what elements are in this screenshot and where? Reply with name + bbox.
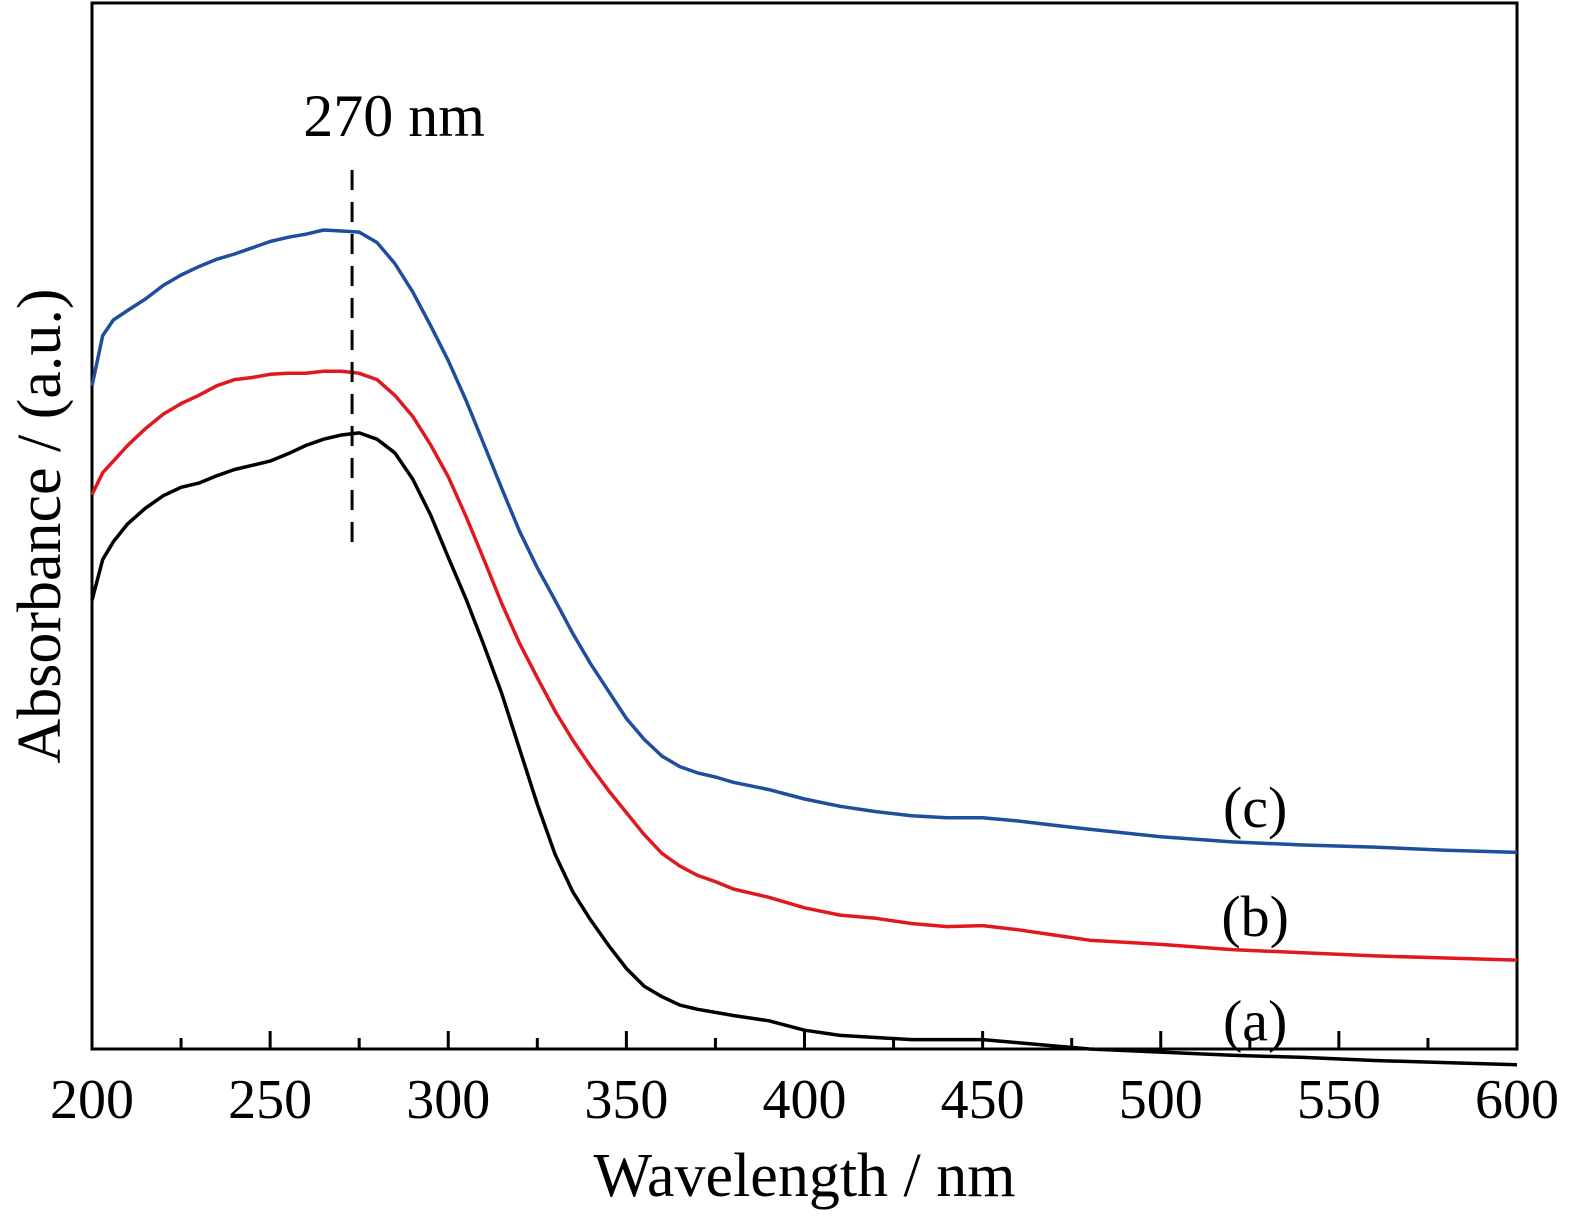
x-axis-title: Wavelength / nm bbox=[593, 1142, 1015, 1210]
curve-labels: (a) (b) (c) bbox=[1221, 775, 1289, 1053]
absorbance-curve-b bbox=[90, 369, 1518, 962]
x-tick-label: 400 bbox=[763, 1069, 847, 1131]
x-tick-label: 250 bbox=[228, 1069, 312, 1131]
x-tick-label: 550 bbox=[1297, 1069, 1381, 1131]
peak-annotation: 270 nm bbox=[303, 83, 485, 149]
x-tick-label: 350 bbox=[584, 1069, 668, 1131]
absorbance-curve-a bbox=[90, 431, 1518, 1067]
plot-frame bbox=[90, 1, 1519, 1051]
absorbance-curve-c bbox=[90, 228, 1518, 855]
x-tick-label: 600 bbox=[1475, 1069, 1559, 1131]
absorbance-curves bbox=[90, 228, 1518, 1067]
x-tick-label: 200 bbox=[50, 1069, 134, 1131]
x-axis-tick-labels: 200 250 300 350 400 450 500 550 600 bbox=[50, 1069, 1559, 1131]
curve-label-c: (c) bbox=[1223, 775, 1287, 840]
y-axis-title: Absorbance / (a.u.) bbox=[6, 288, 74, 763]
curve-label-a: (a) bbox=[1223, 989, 1287, 1054]
curve-label-b: (b) bbox=[1221, 884, 1289, 949]
x-tick-label: 450 bbox=[941, 1069, 1025, 1131]
x-tick-label: 300 bbox=[406, 1069, 490, 1131]
x-axis-ticks bbox=[90, 1031, 1519, 1049]
x-tick-label: 500 bbox=[1119, 1069, 1203, 1131]
